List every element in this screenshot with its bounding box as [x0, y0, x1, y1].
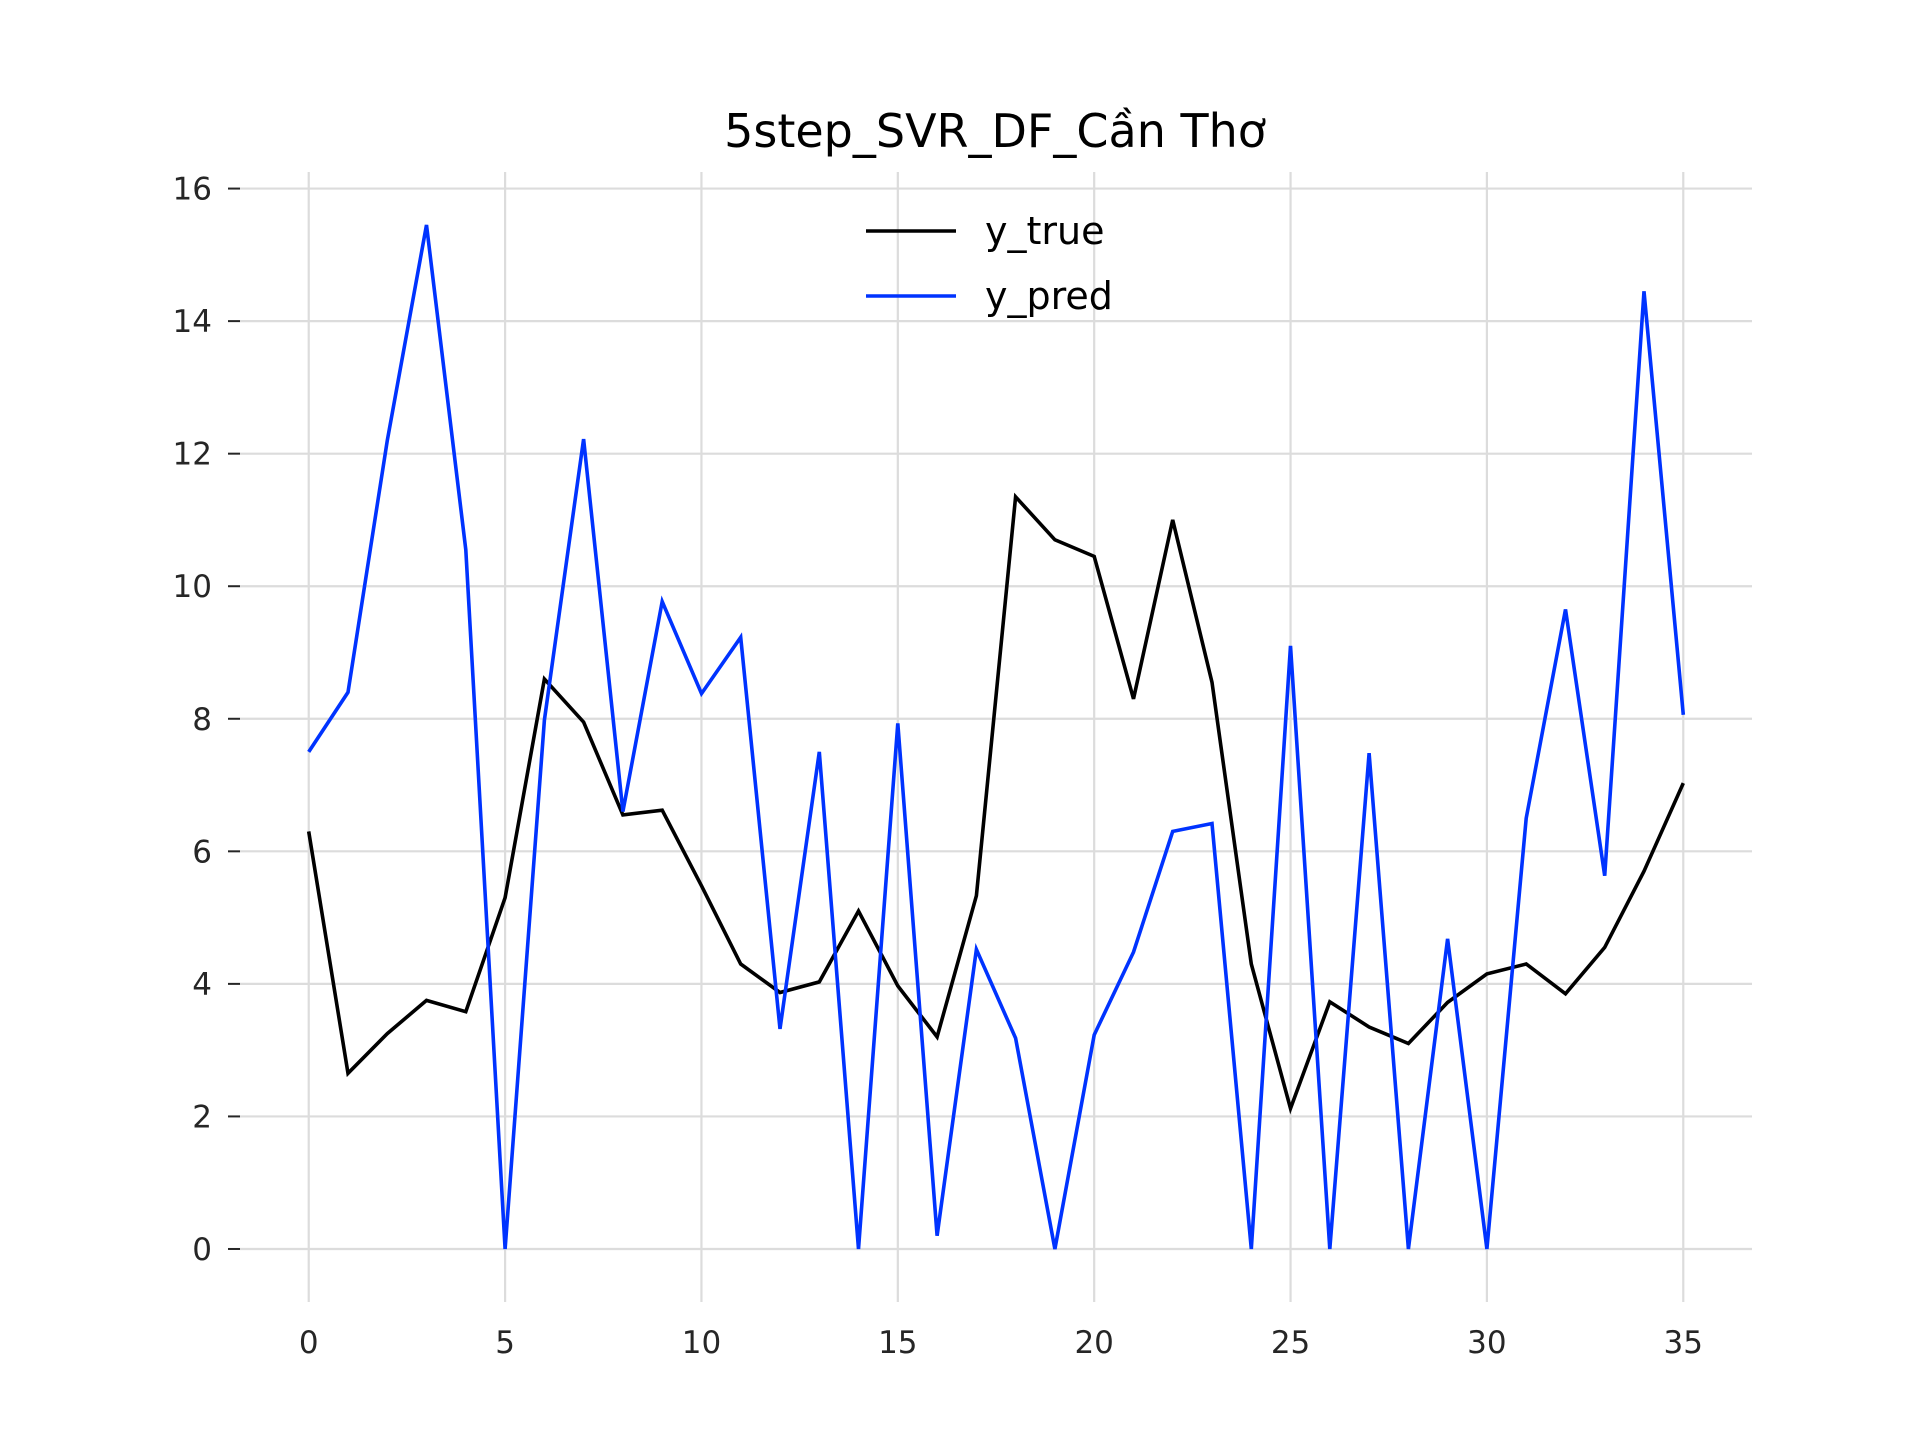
legend-label-y-true: y_true [985, 209, 1104, 253]
series-line-y-true [306, 492, 1685, 1115]
y-tick-label: 0 [192, 1232, 212, 1268]
grid [240, 172, 1752, 1302]
y-tick-label: 12 [173, 437, 212, 473]
x-tick-label: 25 [1271, 1325, 1310, 1361]
y-tick-label: 6 [192, 834, 212, 870]
y-tick-label: 14 [173, 304, 212, 340]
x-tick-label: 15 [878, 1325, 917, 1361]
x-tick-label: 20 [1074, 1325, 1113, 1361]
legend: y_true y_pred [866, 209, 1113, 318]
legend-label-y-pred: y_pred [985, 274, 1113, 318]
y-tick-label: 10 [173, 569, 212, 605]
x-tick-label: 30 [1467, 1325, 1506, 1361]
axis-ticks: 0 2 4 6 8 10 12 14 16 0 5 10 15 20 25 30 35 [173, 172, 1703, 1361]
x-tick-label: 0 [299, 1325, 319, 1361]
y-tick-label: 16 [173, 172, 212, 208]
x-tick-label: 5 [495, 1325, 515, 1361]
series-lines [306, 224, 1686, 1250]
y-tick-label: 4 [192, 967, 212, 1003]
x-tick-label: 10 [682, 1325, 721, 1361]
series-line-y-pred [307, 224, 1686, 1250]
x-tick-label: 35 [1664, 1325, 1703, 1361]
y-tick-label: 2 [192, 1099, 212, 1135]
chart-title: 5step_SVR_DF_Cần Thơ [724, 104, 1266, 158]
y-tick-label: 8 [192, 702, 212, 738]
